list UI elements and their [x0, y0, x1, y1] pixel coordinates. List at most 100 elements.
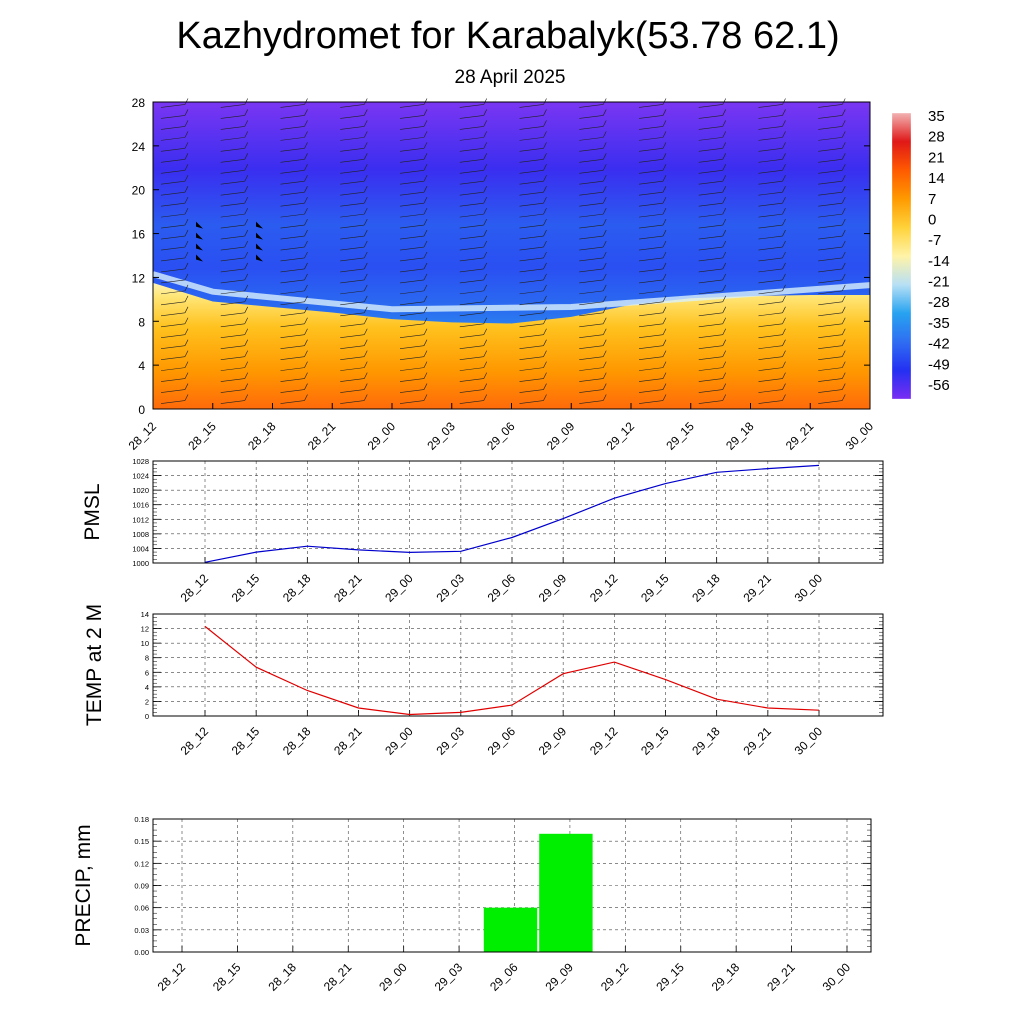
- barb-shaft: [818, 180, 843, 185]
- barb-shaft: [519, 290, 544, 295]
- barb-flag: [483, 197, 488, 204]
- barb-pennant: [196, 221, 203, 229]
- wind-barb: [459, 251, 488, 262]
- barb-shaft: [579, 334, 604, 339]
- barb-shaft: [459, 235, 484, 240]
- y-tick-label: 12: [141, 625, 149, 634]
- wind-barb: [160, 109, 189, 119]
- barb-flag: [662, 240, 667, 248]
- wind-barb: [698, 98, 727, 108]
- wind-barb: [519, 394, 547, 404]
- barb-shaft: [160, 257, 186, 262]
- barb-shaft: [459, 104, 484, 108]
- wind-barb: [698, 284, 727, 295]
- wind-barb: [160, 295, 189, 306]
- wind-barb: [399, 251, 428, 262]
- wind-barb: [399, 284, 428, 295]
- wind-barb: [220, 394, 249, 404]
- barb-flag: [423, 142, 428, 149]
- barb-pennant: [256, 221, 263, 229]
- barb-shaft: [818, 202, 843, 207]
- wind-barb: [818, 394, 846, 404]
- barb-flag: [841, 240, 846, 248]
- wind-barb: [638, 328, 667, 339]
- barb-flag: [543, 394, 547, 401]
- barb-flag: [483, 164, 488, 171]
- wind-barb: [280, 186, 308, 196]
- barb-flag: [363, 306, 368, 313]
- barb-shaft: [758, 213, 783, 218]
- barb-flag: [423, 273, 428, 281]
- barb-flag: [363, 262, 368, 270]
- wind-barb: [220, 361, 249, 371]
- y-tick-label: 0: [138, 403, 145, 417]
- wind-barb: [280, 295, 308, 306]
- barb-flag: [841, 142, 846, 149]
- barb-shaft: [579, 389, 604, 393]
- barb-shaft: [579, 115, 604, 119]
- barb-shaft: [698, 367, 723, 371]
- barb-shaft: [638, 378, 664, 382]
- wind-barb: [758, 317, 786, 328]
- barb-flag: [423, 394, 428, 401]
- barb-shaft: [280, 279, 305, 284]
- barb-flag: [662, 262, 667, 270]
- x-tick-label: 29_15: [663, 419, 697, 453]
- barb-shaft: [698, 180, 723, 185]
- barb-flag: [662, 175, 667, 182]
- x-tick-label: 29_21: [764, 960, 798, 994]
- barb-shaft: [459, 169, 484, 174]
- x-tick-label: 28_21: [331, 571, 365, 605]
- barb-flag: [244, 394, 249, 401]
- x-tick-label: 28_18: [245, 419, 279, 453]
- wind-barb: [698, 142, 727, 152]
- barb-flag: [602, 251, 607, 259]
- barb-flag: [662, 120, 667, 127]
- barb-shaft: [280, 389, 305, 393]
- barb-shaft: [818, 279, 843, 284]
- chart-subtitle: 28 April 2025: [455, 67, 566, 88]
- barb-shaft: [399, 224, 425, 229]
- barb-flag: [782, 339, 786, 346]
- barb-shaft: [340, 159, 365, 163]
- wind-barb: [280, 284, 308, 295]
- wind-barb: [220, 131, 249, 141]
- wind-barb: [818, 328, 846, 339]
- wind-barb: [638, 284, 667, 295]
- wind-barb: [818, 350, 846, 360]
- barb-shaft: [758, 202, 783, 207]
- barb-shaft: [160, 268, 186, 273]
- barb-shaft: [579, 224, 604, 229]
- wind-barb: [340, 317, 368, 328]
- wind-barb: [340, 197, 368, 207]
- barb-flag: [483, 361, 488, 368]
- barb-flag: [602, 240, 607, 248]
- barb-flag: [244, 218, 249, 226]
- wind-barb: [818, 284, 846, 295]
- barb-shaft: [220, 224, 245, 229]
- barb-flag: [602, 109, 607, 116]
- precip-bar: [539, 833, 593, 952]
- wind-barb: [758, 372, 786, 382]
- barb-flag: [184, 251, 189, 259]
- barb-flag: [602, 328, 607, 335]
- barb-flag: [841, 218, 846, 226]
- barb-flag: [782, 98, 786, 105]
- wind-barb: [280, 197, 308, 207]
- barb-flag: [304, 229, 308, 237]
- barb-flag: [304, 218, 308, 226]
- colorbar-label: 7: [928, 191, 936, 208]
- barb-shaft: [399, 257, 425, 262]
- barb-shaft: [638, 279, 664, 284]
- barb-shaft: [818, 169, 843, 174]
- barb-flag: [662, 229, 667, 237]
- x-tick-label: 30_00: [843, 419, 877, 453]
- barb-shaft: [160, 323, 186, 328]
- barb-flag: [602, 262, 607, 270]
- barb-flag: [722, 383, 727, 390]
- barb-shaft: [698, 378, 723, 382]
- wind-barb: [340, 383, 368, 393]
- barb-shaft: [698, 290, 723, 295]
- barb-shaft: [280, 356, 305, 360]
- x-tick-label: 29_00: [382, 724, 416, 758]
